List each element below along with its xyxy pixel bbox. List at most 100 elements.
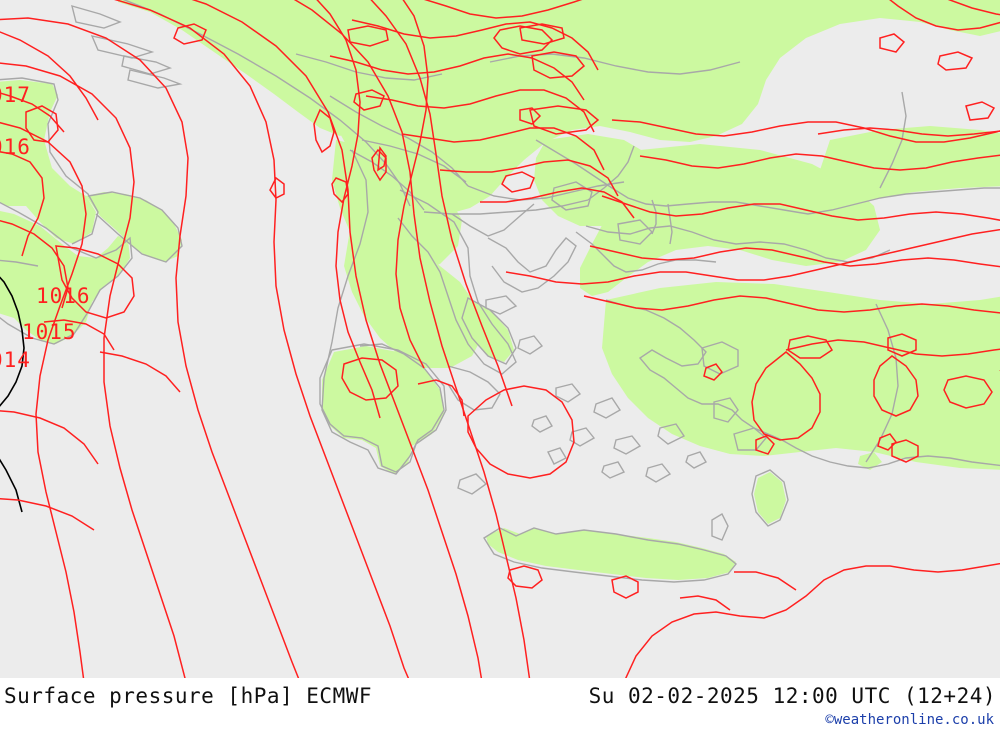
isobar-tr-1 [947,0,1000,16]
isobar-calabria [55,245,135,319]
isobar-greece-1 [316,0,381,419]
coast-north-aegean-1 [551,181,593,211]
isobar-balkan-small-2 [313,108,335,154]
isobar-ionian-6 [370,0,513,407]
land-blacksea-coast [818,126,1000,208]
coast-chalkidiki [487,237,577,293]
isobar-turkey-loop-2 [887,333,917,357]
isobar-layer [0,0,1000,678]
coast-samos [733,427,767,451]
isobar-turkey-6 [785,339,1000,357]
land-dalmatia [118,0,352,136]
isobar-label-1014: 014 [0,348,31,372]
border-greece-bulgaria [423,199,589,215]
coast-cyclades-2 [593,397,621,419]
isobar-ionian-8 [0,497,95,531]
coast-cyclades-9 [685,451,707,469]
border-romania [489,53,741,75]
isobar-balkan-2 [351,19,599,71]
isobar-oval-6 [331,177,349,204]
border-highlight-left2 [0,458,23,513]
isobar-label-1017: 017 [0,83,31,107]
isobar-turkey-8 [873,355,919,417]
coast-cyclades-5 [657,423,686,445]
copyright-credit: ©weatheronline.co.uk [825,712,994,728]
land-greece-central [344,230,484,368]
isobar-ionian-7 [0,410,99,465]
coast-island-brac [127,69,183,89]
land-islet-d [938,168,980,188]
isobar-turkey-4 [589,245,1000,268]
coast-italy-boot [0,201,133,345]
isobar-balkan-loop-3 [529,105,600,135]
isobar-balkan-6 [439,159,619,197]
isobar-balkan-small-4 [269,176,285,199]
land-islet-c [858,452,882,470]
isobar-turkey-small-1 [755,435,775,455]
isobar-1015 [0,62,186,678]
isobar-left-small [99,351,181,393]
isobar-peloponnese-loop [341,357,399,401]
isobar-oval-1 [173,23,207,45]
isobar-south-crete-2 [734,571,797,591]
isobar-crete-loop-1 [507,565,543,589]
isobar-turkey-small-3 [703,363,723,381]
coast-bosphorus-2 [667,203,673,245]
vegetation-layer [0,0,1000,580]
land-samos [736,430,764,448]
land-euboea [464,300,514,362]
coast-cyclades-1 [555,383,582,403]
isobar-turkey-2 [639,153,1000,171]
border-bulgaria-north [467,181,625,201]
isobar-balkan-loop-2 [531,51,586,79]
coast-italy-east [0,77,99,245]
isobar-adriatic-1 [0,31,99,121]
isobar-aegean-closed [467,385,575,479]
coast-chios [713,397,739,423]
coast-bosphorus [651,199,657,235]
land-peloponnese [322,346,444,474]
coast-cyclades-4 [569,427,596,447]
map-title: Surface pressure [hPa] ECMWF [4,684,373,708]
isobar-oval-5 [501,171,535,193]
coast-cyclades-11 [547,447,567,465]
coast-dalmatia [122,0,411,207]
coast-cyclades-8 [601,461,626,479]
land-islet-a [766,326,806,346]
isobar-oval-3 [519,23,565,45]
isobar-aegean-2 [417,379,465,417]
coast-north-aegean-2 [617,219,653,245]
border-serbia-bulgaria [329,95,469,187]
isobar-balkan-5 [401,127,605,171]
isobar-label-1015: 1015 [22,320,77,344]
isobar-tr-2 [889,0,1000,31]
coast-blacksea-turkey [535,139,1000,215]
coast-dalmatia-islands [71,4,122,29]
isobar-turkey-1 [611,119,1000,143]
isobar-1018a [191,0,483,678]
border-highlight-left [0,276,25,407]
isobar-label-1016-upper: 016 [0,135,31,159]
isobar-turkey-loop-3 [891,439,919,463]
border-serbia-north [295,53,443,81]
coast-cyclades-6 [645,463,672,483]
isobar-blacksea-coast [505,228,1000,285]
land-anatolia-main [602,282,1000,470]
isobar-apulia-2 [0,151,45,257]
isobar-balkan-4 [365,89,595,133]
isobar-turkey-7 [751,351,821,441]
isobar-turkey-10 [943,375,993,409]
map-canvas[interactable]: 017 016 1016 1015 014 [0,0,1000,678]
isobar-turkey-small-6 [965,101,996,121]
isobar-balkan-small-1 [519,107,542,125]
land-apulia [0,80,96,244]
isobar-oval-2 [347,25,389,47]
coast-cyclades-7 [531,415,553,433]
coast-crete [483,527,737,583]
isobar-1016a [0,17,300,678]
border-turkey-bulgaria [587,145,635,201]
isobar-apulia-loop [25,105,59,143]
coast-skyros [517,335,544,355]
isobar-turkey-5 [583,295,1000,314]
